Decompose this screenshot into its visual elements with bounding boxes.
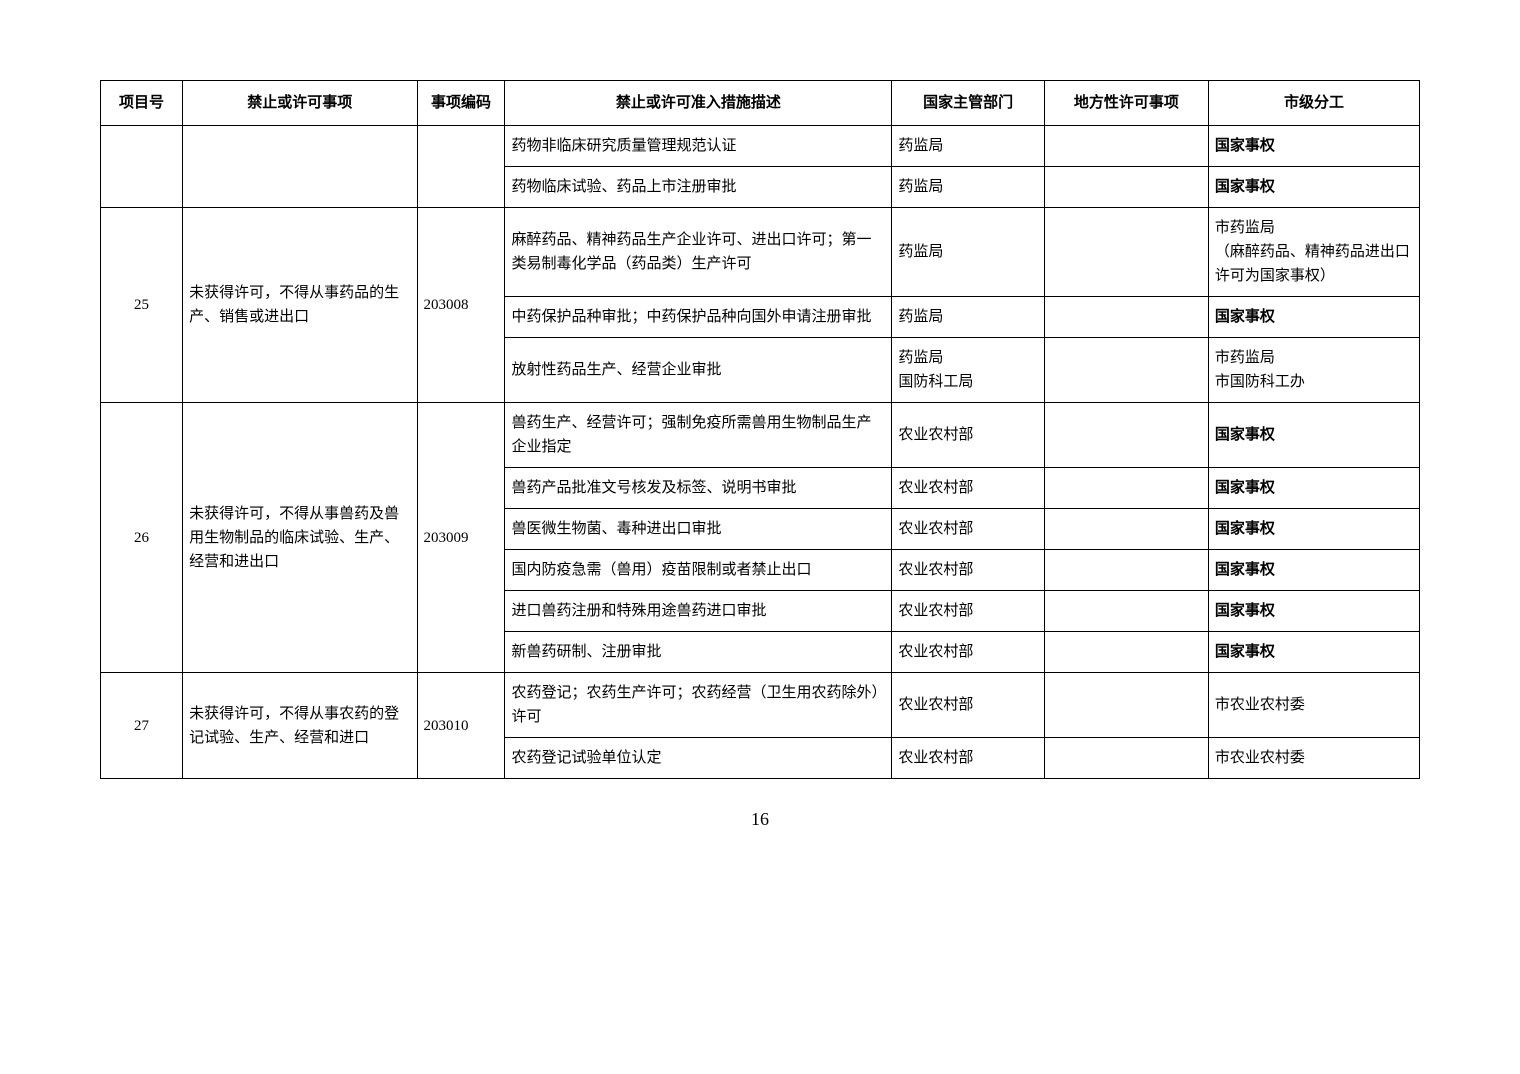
cell-item bbox=[183, 126, 417, 208]
cell-local bbox=[1044, 126, 1208, 167]
cell-dept: 药监局 国防科工局 bbox=[892, 338, 1044, 403]
cell-local bbox=[1044, 208, 1208, 297]
header-item: 禁止或许可事项 bbox=[183, 81, 417, 126]
header-dept: 国家主管部门 bbox=[892, 81, 1044, 126]
cell-local bbox=[1044, 550, 1208, 591]
cell-muni: 市农业农村委 bbox=[1208, 738, 1419, 779]
cell-desc: 中药保护品种审批；中药保护品种向国外申请注册审批 bbox=[505, 297, 892, 338]
cell-local bbox=[1044, 632, 1208, 673]
cell-item: 未获得许可，不得从事农药的登记试验、生产、经营和进口 bbox=[183, 673, 417, 779]
table-row: 药物非临床研究质量管理规范认证药监局 国家事权 bbox=[101, 126, 1420, 167]
cell-muni: 国家事权 bbox=[1208, 297, 1419, 338]
cell-desc: 新兽药研制、注册审批 bbox=[505, 632, 892, 673]
cell-muni: 国家事权 bbox=[1208, 509, 1419, 550]
cell-local bbox=[1044, 673, 1208, 738]
cell-desc: 农药登记试验单位认定 bbox=[505, 738, 892, 779]
table-row: 26未获得许可，不得从事兽药及兽用生物制品的临床试验、生产、经营和进出口2030… bbox=[101, 403, 1420, 468]
header-code: 事项编码 bbox=[417, 81, 505, 126]
header-desc: 禁止或许可准入措施描述 bbox=[505, 81, 892, 126]
cell-muni: 国家事权 bbox=[1208, 468, 1419, 509]
cell-muni: 国家事权 bbox=[1208, 550, 1419, 591]
cell-dept: 农业农村部 bbox=[892, 403, 1044, 468]
cell-dept: 药监局 bbox=[892, 297, 1044, 338]
table-header-row: 项目号 禁止或许可事项 事项编码 禁止或许可准入措施描述 国家主管部门 地方性许… bbox=[101, 81, 1420, 126]
cell-muni: 国家事权 bbox=[1208, 591, 1419, 632]
cell-dept: 农业农村部 bbox=[892, 673, 1044, 738]
cell-project-num bbox=[101, 126, 183, 208]
cell-muni: 市药监局 （麻醉药品、精神药品进出口许可为国家事权） bbox=[1208, 208, 1419, 297]
cell-dept: 农业农村部 bbox=[892, 468, 1044, 509]
cell-desc: 放射性药品生产、经营企业审批 bbox=[505, 338, 892, 403]
cell-local bbox=[1044, 403, 1208, 468]
cell-local bbox=[1044, 591, 1208, 632]
cell-desc: 兽药产品批准文号核发及标签、说明书审批 bbox=[505, 468, 892, 509]
cell-desc: 进口兽药注册和特殊用途兽药进口审批 bbox=[505, 591, 892, 632]
cell-code: 203008 bbox=[417, 208, 505, 403]
cell-item: 未获得许可，不得从事兽药及兽用生物制品的临床试验、生产、经营和进出口 bbox=[183, 403, 417, 673]
cell-local bbox=[1044, 338, 1208, 403]
cell-desc: 兽药生产、经营许可；强制免疫所需兽用生物制品生产企业指定 bbox=[505, 403, 892, 468]
cell-dept: 农业农村部 bbox=[892, 632, 1044, 673]
cell-muni: 市药监局 市国防科工办 bbox=[1208, 338, 1419, 403]
cell-project-num: 25 bbox=[101, 208, 183, 403]
cell-desc: 农药登记；农药生产许可；农药经营（卫生用农药除外）许可 bbox=[505, 673, 892, 738]
cell-dept: 药监局 bbox=[892, 208, 1044, 297]
page-number: 16 bbox=[100, 809, 1420, 830]
cell-dept: 药监局 bbox=[892, 167, 1044, 208]
cell-muni: 国家事权 bbox=[1208, 167, 1419, 208]
cell-desc: 麻醉药品、精神药品生产企业许可、进出口许可；第一类易制毒化学品（药品类）生产许可 bbox=[505, 208, 892, 297]
cell-project-num: 27 bbox=[101, 673, 183, 779]
cell-local bbox=[1044, 468, 1208, 509]
cell-local bbox=[1044, 167, 1208, 208]
cell-project-num: 26 bbox=[101, 403, 183, 673]
cell-local bbox=[1044, 509, 1208, 550]
cell-desc: 兽医微生物菌、毒种进出口审批 bbox=[505, 509, 892, 550]
cell-dept: 农业农村部 bbox=[892, 738, 1044, 779]
cell-code: 203010 bbox=[417, 673, 505, 779]
cell-dept: 药监局 bbox=[892, 126, 1044, 167]
cell-muni: 国家事权 bbox=[1208, 632, 1419, 673]
cell-desc: 药物非临床研究质量管理规范认证 bbox=[505, 126, 892, 167]
cell-muni: 市农业农村委 bbox=[1208, 673, 1419, 738]
table-row: 25未获得许可，不得从事药品的生产、销售或进出口203008麻醉药品、精神药品生… bbox=[101, 208, 1420, 297]
cell-muni: 国家事权 bbox=[1208, 126, 1419, 167]
header-muni: 市级分工 bbox=[1208, 81, 1419, 126]
cell-dept: 农业农村部 bbox=[892, 591, 1044, 632]
cell-dept: 农业农村部 bbox=[892, 550, 1044, 591]
cell-local bbox=[1044, 297, 1208, 338]
cell-code: 203009 bbox=[417, 403, 505, 673]
header-local: 地方性许可事项 bbox=[1044, 81, 1208, 126]
cell-desc: 药物临床试验、药品上市注册审批 bbox=[505, 167, 892, 208]
cell-local bbox=[1044, 738, 1208, 779]
cell-dept: 农业农村部 bbox=[892, 509, 1044, 550]
cell-item: 未获得许可，不得从事药品的生产、销售或进出口 bbox=[183, 208, 417, 403]
table-row: 27未获得许可，不得从事农药的登记试验、生产、经营和进口203010农药登记；农… bbox=[101, 673, 1420, 738]
regulation-table: 项目号 禁止或许可事项 事项编码 禁止或许可准入措施描述 国家主管部门 地方性许… bbox=[100, 80, 1420, 779]
table-body: 药物非临床研究质量管理规范认证药监局国家事权药物临床试验、药品上市注册审批药监局… bbox=[101, 126, 1420, 779]
header-num: 项目号 bbox=[101, 81, 183, 126]
cell-code bbox=[417, 126, 505, 208]
cell-muni: 国家事权 bbox=[1208, 403, 1419, 468]
cell-desc: 国内防疫急需（兽用）疫苗限制或者禁止出口 bbox=[505, 550, 892, 591]
